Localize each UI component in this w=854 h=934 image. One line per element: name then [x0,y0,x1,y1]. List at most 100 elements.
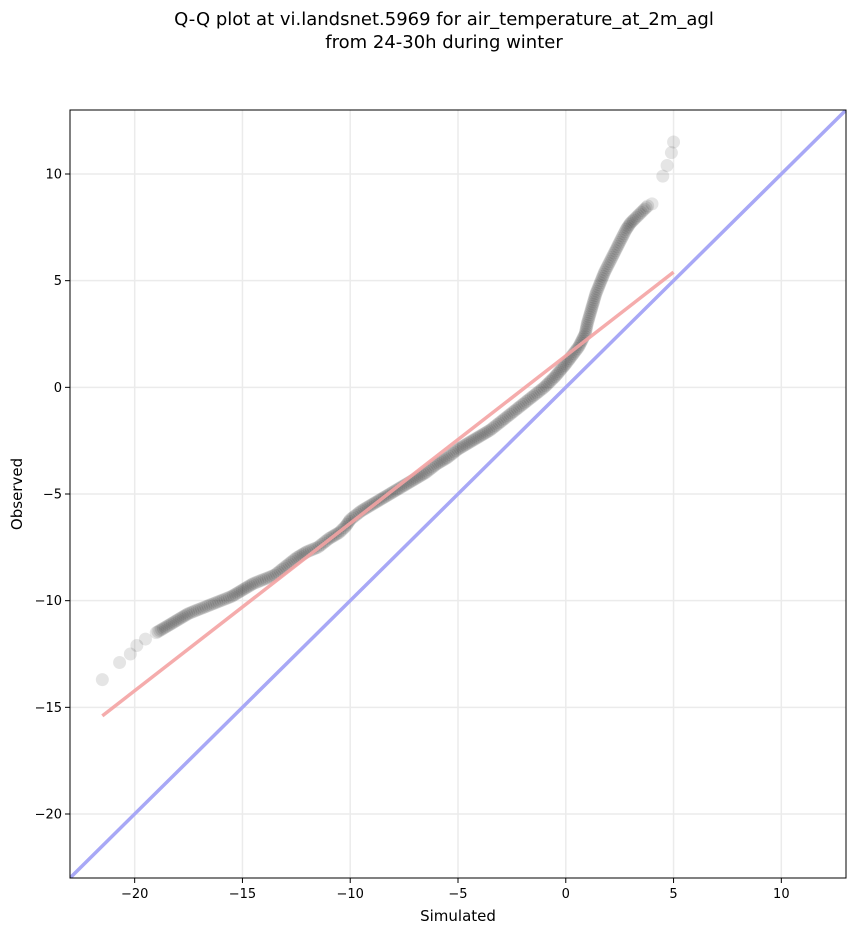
x-axis-ticks: −20 −15 −10 −5 0 5 10 [121,878,790,902]
quantile-point [471,430,485,444]
quantile-point [537,380,551,394]
quantile-point [356,503,370,517]
quantile-point [615,231,629,245]
quantile-point [188,604,202,618]
quantile-point [234,584,248,598]
quantile-point [465,434,479,448]
quantile-point [530,386,544,400]
quantile-point [253,574,267,588]
quantile-point [553,363,567,377]
quantile-point [528,387,542,401]
quantile-point [123,647,137,661]
quantile-point [593,276,607,290]
quantile-point [592,280,606,294]
quantile-point [619,222,633,236]
quantile-point [556,360,570,374]
quantile-point [596,269,610,283]
quantile-point [478,426,492,440]
quantile-point [586,297,600,311]
quantile-point [394,481,408,495]
quantile-point [601,259,615,273]
quantile-point [622,218,636,232]
quantile-point [631,209,645,223]
quantile-point [173,612,187,626]
quantile-point [525,390,539,404]
quantile-point [476,427,490,441]
quantile-point [462,436,476,450]
quantile-point [609,242,623,256]
quantile-point [588,291,602,305]
identity-line [70,110,846,878]
quantile-point [492,416,506,430]
y-tick-label: 0 [54,381,62,396]
quantile-point [194,601,208,615]
quantile-point [591,282,605,296]
quantile-point [162,618,176,632]
quantile-point [637,202,651,216]
quantile-point [156,621,170,635]
quantile-point [456,439,470,453]
quantile-point [579,321,593,335]
quantile-point [503,407,517,421]
quantile-point [171,613,185,627]
y-tick-label: 10 [45,168,62,183]
quantile-point [604,252,618,266]
quantile-point [618,225,632,239]
quantile-point [244,578,258,592]
quantile-point [155,622,169,636]
quantile-point [447,445,461,459]
quantile-point [225,589,239,603]
x-tick-label: −20 [121,887,148,902]
quantile-point [546,371,560,385]
quantile-point [197,600,211,614]
quantile-point [230,586,244,600]
quantile-point [153,624,167,638]
quantile-point [514,399,528,413]
quantile-point [496,413,510,427]
quantile-point [667,135,681,149]
quantile-point [543,374,557,388]
quantile-point [532,385,546,399]
quantile-point [551,366,565,380]
quantile-point [575,332,589,346]
quantile-point [158,620,172,634]
quantile-point [442,449,456,463]
quantile-point [611,240,625,254]
quantile-point [614,233,628,247]
quantile-point [608,244,622,258]
quantile-point [178,609,192,623]
quantile-point [535,382,549,396]
quantile-point [552,365,566,379]
quantile-point [255,573,269,587]
quantile-point [625,215,639,229]
quantile-point [621,219,635,233]
quantile-point [263,570,277,584]
quantile-point [186,605,200,619]
quantile-point [508,403,522,417]
quantile-point [474,428,488,442]
quantile-point [594,274,608,288]
quantile-point [628,212,642,226]
quantile-point [589,286,603,300]
quantile-point [431,456,445,470]
y-tick-label: 5 [54,274,62,289]
quantile-point [392,482,406,496]
quantile-point [568,345,582,359]
quantile-point [473,429,487,443]
quantile-point [259,571,273,585]
fit-line [101,270,675,718]
quantile-point [607,246,621,260]
x-tick-label: 10 [773,887,790,902]
quantile-point [232,585,246,599]
y-axis-ticks: −20 −15 −10 −5 0 5 10 [35,168,70,823]
quantile-point [241,580,255,594]
quantile-point [583,308,597,322]
y-tick-label: −10 [35,594,62,609]
quantile-point [586,295,600,309]
quantile-point [243,579,257,593]
x-tick-label: −5 [448,887,467,902]
quantile-point [540,377,554,391]
quantile-point [167,615,181,629]
quantile-point [223,590,237,604]
quantile-point [548,370,562,384]
